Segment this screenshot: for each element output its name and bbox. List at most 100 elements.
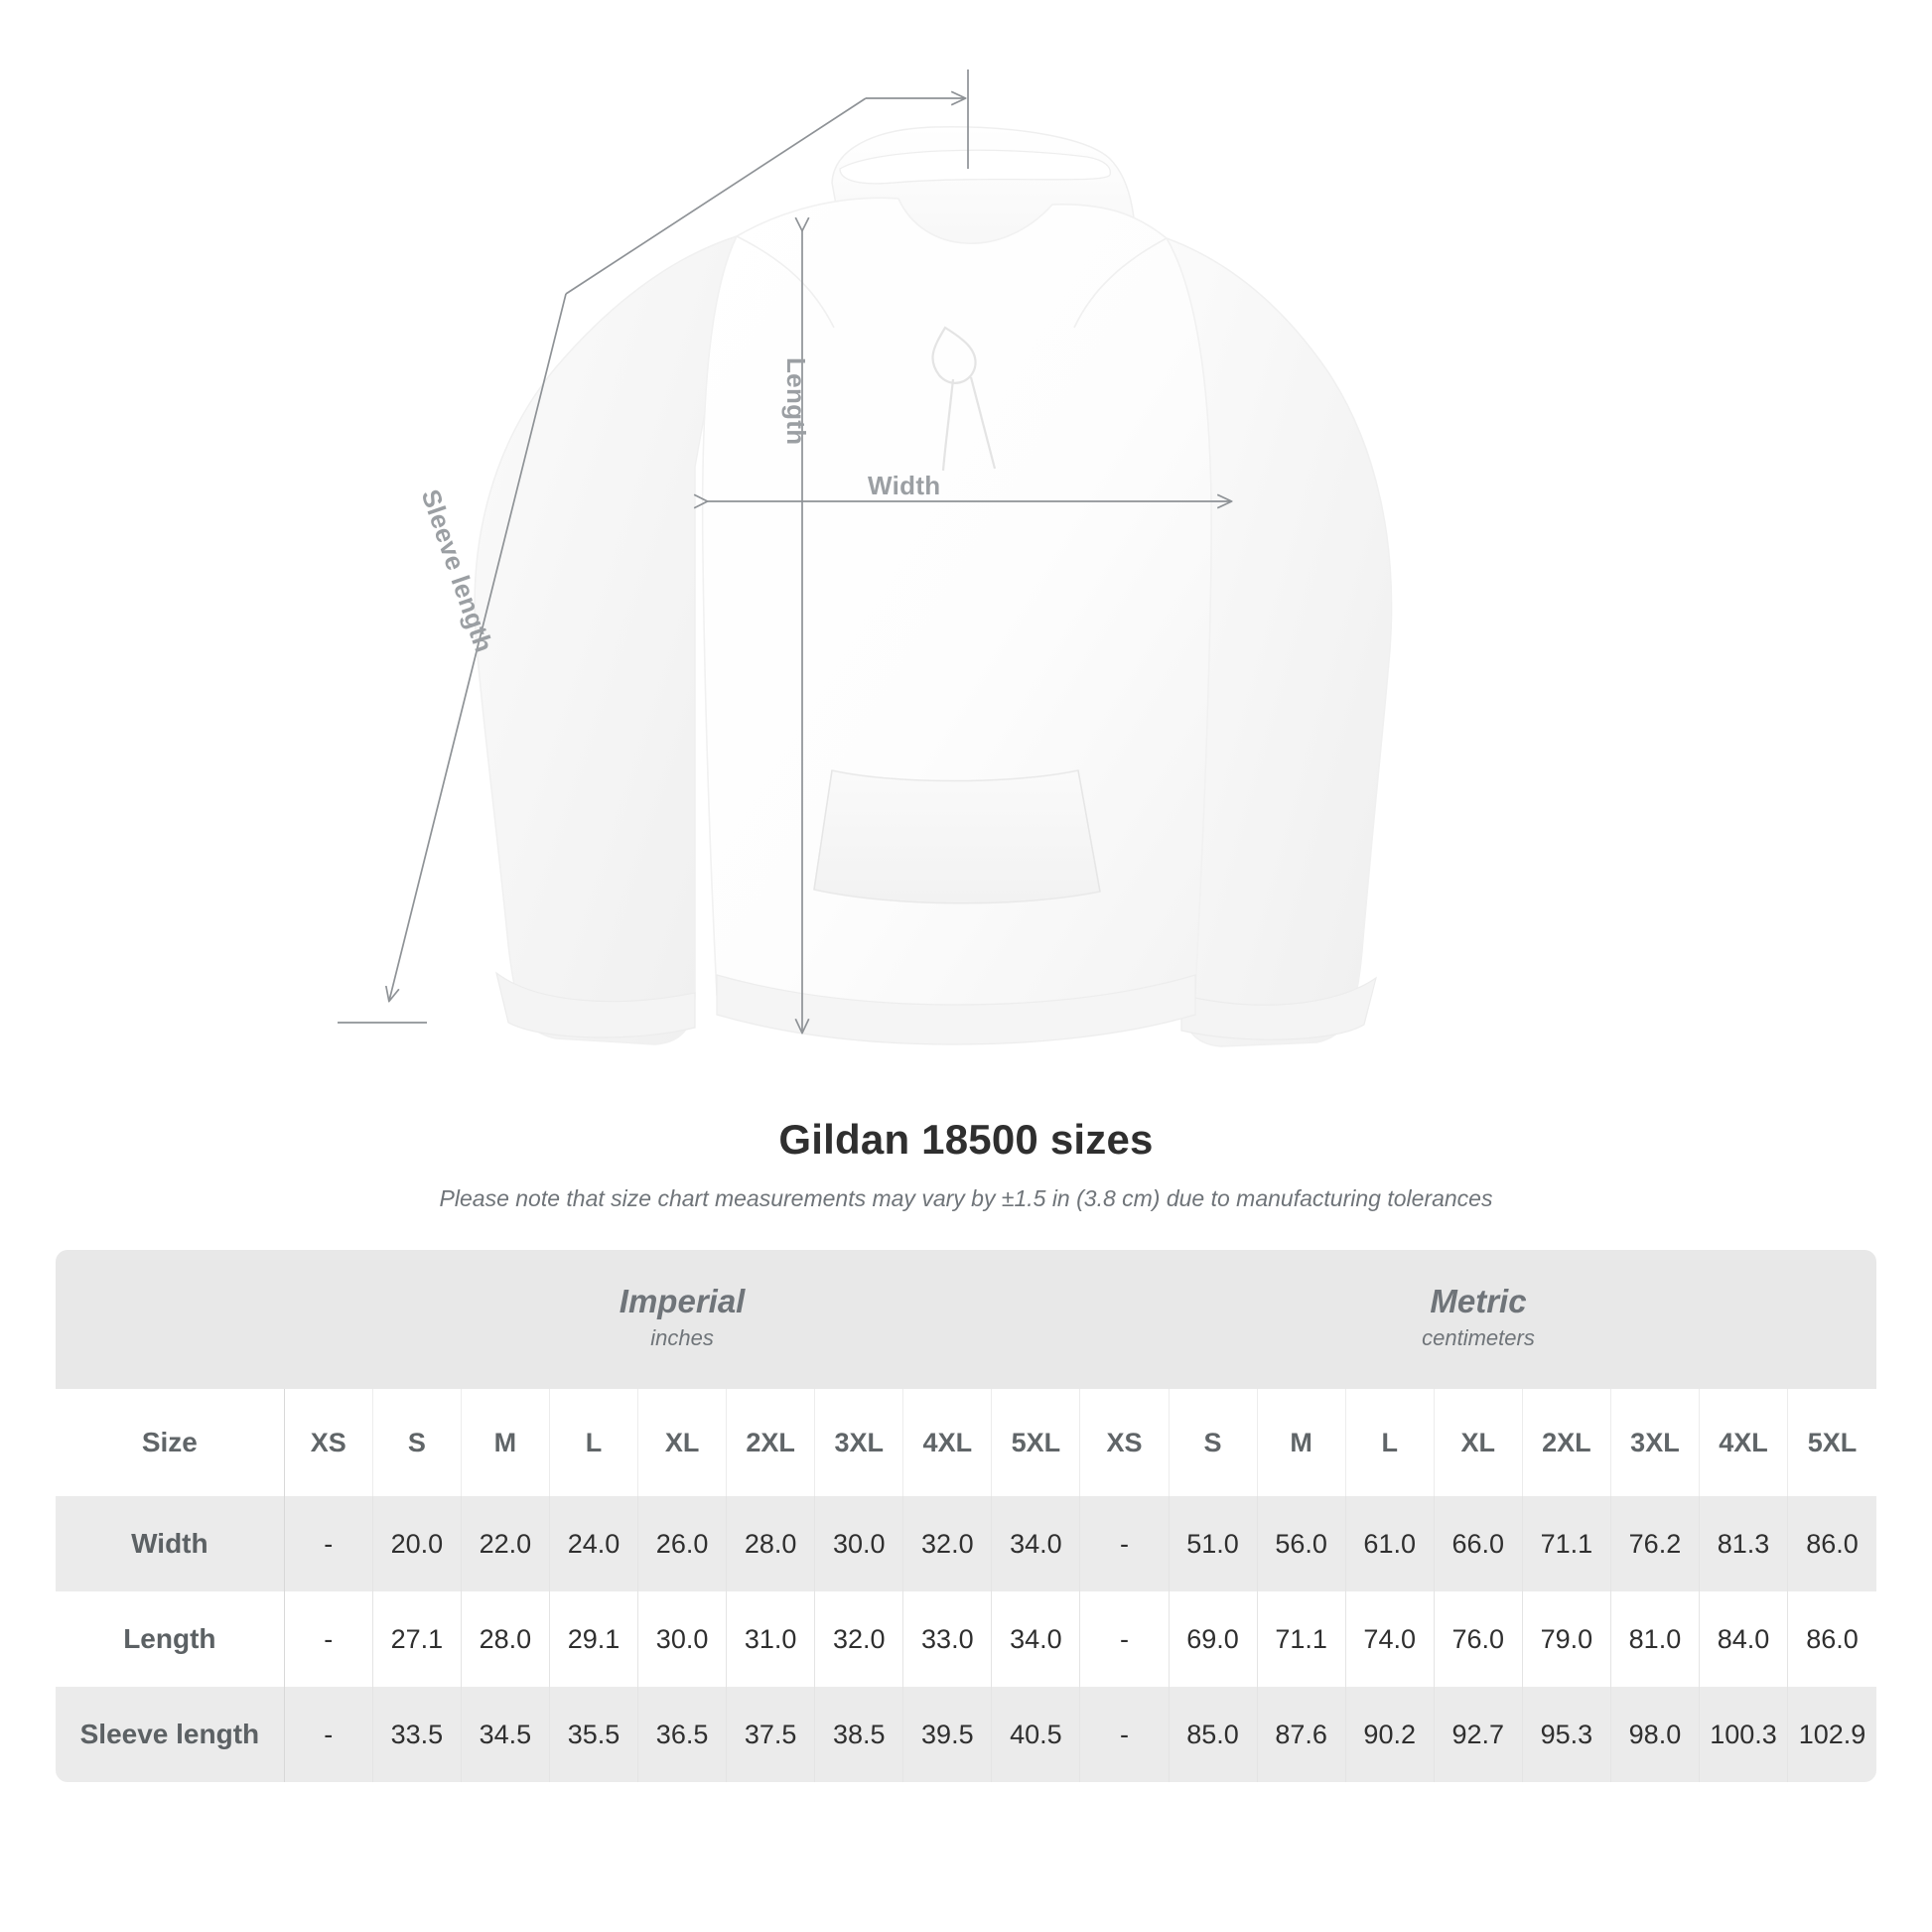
cell-sleeve-imp-7: 39.5 (902, 1687, 993, 1782)
cell-length-imp-3: 29.1 (549, 1591, 639, 1687)
cell-length-imp-2: 28.0 (461, 1591, 550, 1687)
cell-width-imp-0: - (283, 1496, 373, 1591)
cell-length-imp-1: 27.1 (372, 1591, 462, 1687)
row-label-sleeve-length: Sleeve length (56, 1687, 285, 1782)
unit-group-metric-sub: centimeters (1422, 1325, 1535, 1351)
cell-width-imp-2: 22.0 (461, 1496, 550, 1591)
cell-length-met-3: 74.0 (1345, 1591, 1435, 1687)
unit-group-imperial: Imperial inches (284, 1250, 1080, 1389)
size-header-imp-3: L (549, 1389, 639, 1496)
hoodie-illustration (338, 69, 1393, 1047)
cell-length-imp-7: 33.0 (902, 1591, 993, 1687)
cell-sleeve-imp-8: 40.5 (991, 1687, 1081, 1782)
size-header-met-4: XL (1434, 1389, 1523, 1496)
cell-length-met-5: 79.0 (1522, 1591, 1611, 1687)
cell-sleeve-met-6: 98.0 (1610, 1687, 1700, 1782)
size-header-met-6: 3XL (1610, 1389, 1700, 1496)
cell-length-imp-6: 32.0 (814, 1591, 904, 1687)
cell-width-met-6: 76.2 (1610, 1496, 1700, 1591)
size-header-met-7: 4XL (1699, 1389, 1789, 1496)
cell-length-met-6: 81.0 (1610, 1591, 1700, 1687)
size-header-met-0: XS (1079, 1389, 1170, 1496)
hoodie-garment (474, 126, 1393, 1047)
cell-length-met-0: - (1079, 1591, 1170, 1687)
cell-sleeve-met-2: 87.6 (1257, 1687, 1346, 1782)
table-row: Sleeve length - 33.5 34.5 35.5 36.5 37.5… (56, 1687, 1876, 1782)
cell-sleeve-met-4: 92.7 (1434, 1687, 1523, 1782)
cell-width-met-5: 71.1 (1522, 1496, 1611, 1591)
unit-group-metric: Metric centimeters (1079, 1250, 1876, 1389)
sleeve-diagonal-upper (565, 97, 867, 295)
cell-width-met-8: 86.0 (1787, 1496, 1876, 1591)
cell-length-met-4: 76.0 (1434, 1591, 1523, 1687)
cell-width-met-1: 51.0 (1169, 1496, 1258, 1591)
size-header-met-3: L (1345, 1389, 1435, 1496)
cell-length-met-8: 86.0 (1787, 1591, 1876, 1687)
unit-group-imperial-sub: inches (650, 1325, 714, 1351)
cell-width-met-4: 66.0 (1434, 1496, 1523, 1591)
cell-width-imp-4: 26.0 (637, 1496, 728, 1591)
cell-sleeve-imp-3: 35.5 (549, 1687, 639, 1782)
size-chart-table: Imperial inches Metric centimeters Size … (56, 1250, 1876, 1782)
cell-length-imp-5: 31.0 (726, 1591, 816, 1687)
sleeve-diagonal-lower (389, 293, 567, 1001)
size-header-met-5: 2XL (1522, 1389, 1611, 1496)
unit-group-imperial-name: Imperial (619, 1283, 746, 1320)
cell-width-imp-6: 30.0 (814, 1496, 904, 1591)
size-header-imp-7: 4XL (902, 1389, 993, 1496)
row-label-length: Length (56, 1591, 285, 1687)
cell-width-imp-1: 20.0 (372, 1496, 462, 1591)
cell-length-met-1: 69.0 (1169, 1591, 1258, 1687)
size-chart-container: Imperial inches Metric centimeters Size … (56, 1250, 1876, 1782)
cell-width-imp-8: 34.0 (991, 1496, 1081, 1591)
cell-sleeve-met-1: 85.0 (1169, 1687, 1258, 1782)
size-header-imp-6: 3XL (814, 1389, 904, 1496)
cell-sleeve-imp-6: 38.5 (814, 1687, 904, 1782)
cell-sleeve-imp-2: 34.5 (461, 1687, 550, 1782)
size-header-row: Size XS S M L XL 2XL 3XL 4XL 5XL XS S M … (56, 1389, 1876, 1496)
cell-width-met-3: 61.0 (1345, 1496, 1435, 1591)
unit-group-metric-name: Metric (1430, 1283, 1527, 1320)
size-header-imp-2: M (461, 1389, 550, 1496)
cell-width-imp-5: 28.0 (726, 1496, 816, 1591)
unit-group-header-row: Imperial inches Metric centimeters (56, 1250, 1876, 1389)
cell-width-imp-3: 24.0 (549, 1496, 639, 1591)
cell-width-imp-7: 32.0 (902, 1496, 993, 1591)
cell-length-imp-8: 34.0 (991, 1591, 1081, 1687)
cell-sleeve-met-3: 90.2 (1345, 1687, 1435, 1782)
table-row: Width - 20.0 22.0 24.0 26.0 28.0 30.0 32… (56, 1496, 1876, 1591)
title-block: Gildan 18500 sizes Please note that size… (0, 1116, 1932, 1212)
dimension-lines (338, 69, 1231, 1033)
cell-length-imp-4: 30.0 (637, 1591, 728, 1687)
size-header-imp-8: 5XL (991, 1389, 1081, 1496)
drawstring (931, 326, 997, 472)
cell-sleeve-imp-0: - (283, 1687, 373, 1782)
size-header-imp-1: S (372, 1389, 462, 1496)
length-label: Length (781, 357, 811, 446)
cell-sleeve-met-8: 102.9 (1787, 1687, 1876, 1782)
size-header-imp-5: 2XL (726, 1389, 816, 1496)
cell-width-met-0: - (1079, 1496, 1170, 1591)
cell-sleeve-met-0: - (1079, 1687, 1170, 1782)
cell-length-imp-0: - (283, 1591, 373, 1687)
tolerance-note: Please note that size chart measurements… (439, 1185, 1493, 1211)
size-header-label: Size (56, 1389, 285, 1496)
page-title: Gildan 18500 sizes (778, 1116, 1154, 1163)
size-header-imp-4: XL (637, 1389, 728, 1496)
garment-diagram: Length Width Sleeve length (338, 69, 1393, 1047)
size-header-met-8: 5XL (1787, 1389, 1876, 1496)
table-corner-cell (56, 1250, 285, 1389)
width-label: Width (868, 471, 941, 500)
cell-sleeve-imp-4: 36.5 (637, 1687, 728, 1782)
table-row: Length - 27.1 28.0 29.1 30.0 31.0 32.0 3… (56, 1591, 1876, 1687)
cell-length-met-7: 84.0 (1699, 1591, 1789, 1687)
cell-width-met-7: 81.3 (1699, 1496, 1789, 1591)
size-header-met-1: S (1169, 1389, 1258, 1496)
cell-sleeve-imp-5: 37.5 (726, 1687, 816, 1782)
cell-sleeve-met-5: 95.3 (1522, 1687, 1611, 1782)
cell-sleeve-met-7: 100.3 (1699, 1687, 1789, 1782)
size-header-imp-0: XS (283, 1389, 373, 1496)
row-label-width: Width (56, 1496, 285, 1591)
cell-length-met-2: 71.1 (1257, 1591, 1346, 1687)
size-header-met-2: M (1257, 1389, 1346, 1496)
